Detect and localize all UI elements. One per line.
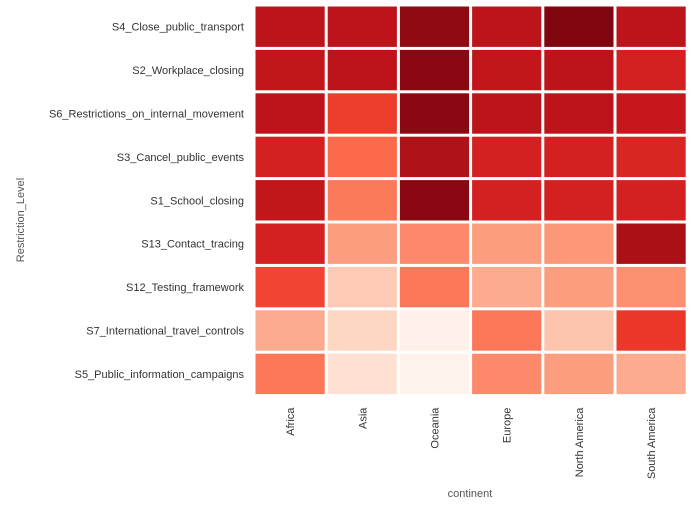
heatmap-cell	[616, 180, 686, 221]
heatmap-cell	[399, 310, 470, 351]
heatmap-cell	[327, 136, 397, 178]
x-tick-labels: Africa Asia Oceania Europe North America Sout…	[285, 407, 658, 479]
y-axis-title: Restriction_Level	[15, 178, 27, 262]
heatmap-cell	[544, 6, 614, 47]
heatmap-cell	[616, 6, 686, 47]
heatmap-cell	[327, 93, 397, 134]
heatmap-cell	[616, 353, 686, 395]
heatmap-cell	[255, 353, 325, 395]
heatmap-cell	[616, 49, 686, 91]
heatmap-cell	[327, 223, 397, 264]
heatmap-cell	[399, 6, 470, 47]
heatmap-cell	[399, 223, 470, 264]
x-tick-label: South America	[646, 407, 658, 479]
heatmap-cell	[327, 310, 397, 351]
y-tick-label: S3_Cancel_public_events	[117, 152, 245, 164]
heatmap-cells	[255, 6, 686, 395]
heatmap-cell	[616, 266, 686, 308]
y-tick-labels: S4_Close_public_transport S2_Workplace_cl…	[49, 22, 245, 381]
heatmap-cell	[544, 136, 614, 178]
heatmap-cell	[616, 223, 686, 264]
heatmap-cell	[544, 180, 614, 221]
heatmap-cell	[399, 180, 470, 221]
heatmap-cell	[327, 180, 397, 221]
heatmap-cell	[327, 266, 397, 308]
heatmap-cell	[472, 6, 542, 47]
heatmap-cell	[544, 93, 614, 134]
heatmap-cell	[616, 93, 686, 134]
y-tick-label: S12_Testing_framework	[126, 282, 245, 294]
y-tick-label: S2_Workplace_closing	[132, 65, 244, 77]
heatmap-cell	[472, 353, 542, 395]
heatmap-cell	[327, 49, 397, 91]
heatmap-cell	[544, 49, 614, 91]
heatmap-cell	[472, 136, 542, 178]
y-tick-label: S7_International_travel_controls	[86, 326, 244, 338]
heatmap-cell	[399, 136, 470, 178]
heatmap-cell	[255, 6, 325, 47]
heatmap-cell	[616, 310, 686, 351]
heatmap-cell	[399, 353, 470, 395]
heatmap-cell	[327, 353, 397, 395]
heatmap-cell	[327, 6, 397, 47]
y-tick-label: S5_Public_information_campaigns	[75, 369, 245, 381]
y-tick-label: S13_Contact_tracing	[141, 239, 244, 251]
heatmap-cell	[544, 310, 614, 351]
x-tick-label: Asia	[357, 407, 369, 429]
heatmap-cell	[255, 266, 325, 308]
heatmap-cell	[472, 266, 542, 308]
heatmap-cell	[472, 180, 542, 221]
heatmap-cell	[255, 136, 325, 178]
heatmap-cell	[399, 49, 470, 91]
heatmap-cell	[544, 353, 614, 395]
heatmap-cell	[544, 223, 614, 264]
x-tick-label: Europe	[502, 408, 514, 443]
y-tick-label: S1_School_closing	[150, 195, 244, 207]
x-axis-title: continent	[448, 488, 493, 500]
heatmap-cell	[255, 223, 325, 264]
heatmap-cell	[255, 49, 325, 91]
x-tick-label: North America	[574, 407, 586, 478]
heatmap-cell	[255, 93, 325, 134]
heatmap-cell	[255, 310, 325, 351]
heatmap-cell	[544, 266, 614, 308]
y-tick-label: S4_Close_public_transport	[112, 22, 244, 34]
heatmap-cell	[616, 136, 686, 178]
y-tick-label: S6_Restrictions_on_internal_movement	[49, 109, 244, 121]
x-tick-label: Oceania	[430, 407, 442, 449]
x-tick-label: Africa	[285, 407, 297, 436]
heatmap-cell	[472, 93, 542, 134]
heatmap-cell	[255, 180, 325, 221]
heatmap-cell	[472, 223, 542, 264]
heatmap-cell	[472, 310, 542, 351]
heatmap-cell	[399, 266, 470, 308]
heatmap-cell	[472, 49, 542, 91]
heatmap-cell	[399, 93, 470, 134]
